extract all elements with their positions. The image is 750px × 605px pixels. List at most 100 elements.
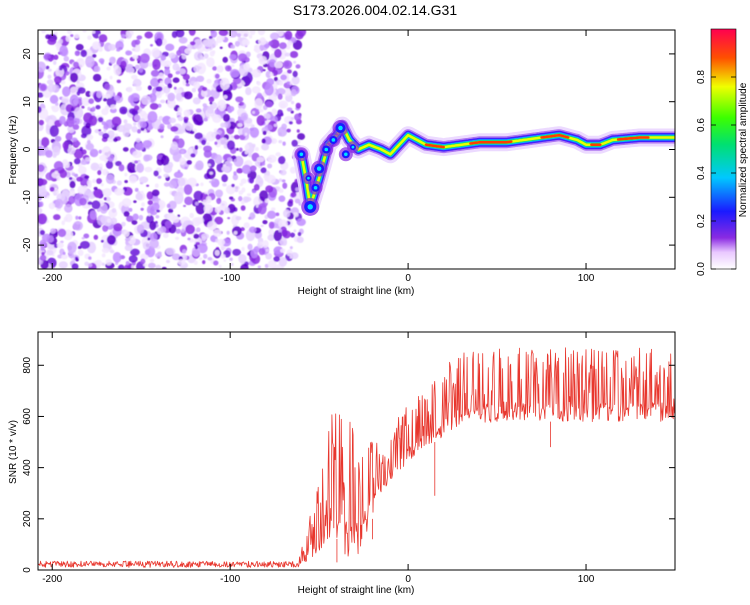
noise-blob <box>223 94 228 99</box>
noise-blob <box>71 172 76 176</box>
noise-blob <box>40 84 47 91</box>
noise-blob <box>235 147 239 151</box>
noise-blob <box>168 200 177 210</box>
noise-blob <box>59 115 66 125</box>
noise-blob <box>178 36 188 44</box>
noise-blob <box>230 262 234 267</box>
noise-blob <box>183 109 191 117</box>
noise-blob <box>195 75 205 83</box>
noise-blob <box>193 260 198 265</box>
noise-blob <box>191 246 201 257</box>
spectrogram-xtick-label: 0 <box>405 273 411 284</box>
noise-blob <box>237 53 248 62</box>
noise-blob <box>195 160 204 171</box>
ridge-peak-segment <box>540 133 570 139</box>
noise-blob <box>147 237 151 241</box>
noise-blob <box>51 105 60 113</box>
noise-blob <box>106 66 111 71</box>
noise-blob <box>193 81 201 89</box>
noise-blob <box>102 146 112 158</box>
noise-blob <box>93 234 99 240</box>
noise-blob <box>218 30 229 37</box>
snr-ytick-label: 0 <box>22 567 33 573</box>
noise-blob <box>248 153 253 158</box>
noise-blob <box>221 174 228 183</box>
noise-blob <box>194 132 203 140</box>
noise-blob <box>134 187 139 192</box>
noise-blob <box>138 67 144 73</box>
noise-blob <box>290 232 296 238</box>
noise-blob <box>229 69 240 78</box>
noise-blob <box>295 31 304 40</box>
noise-blob <box>187 237 191 241</box>
noise-blob <box>134 114 141 122</box>
noise-blob <box>100 215 108 224</box>
noise-blob <box>156 209 161 213</box>
noise-blob <box>58 261 68 269</box>
noise-blob <box>207 220 218 231</box>
noise-blob <box>218 264 222 268</box>
noise-blob <box>257 30 266 36</box>
noise-blob <box>76 91 81 96</box>
noise-blob <box>53 214 61 221</box>
noise-blob <box>87 201 93 206</box>
noise-blob <box>68 177 73 180</box>
noise-blob <box>180 62 184 67</box>
noise-blob <box>172 77 180 84</box>
noise-blob <box>184 166 188 170</box>
noise-blob <box>105 160 114 169</box>
noise-blob <box>80 241 90 249</box>
noise-blob <box>193 190 204 201</box>
onset-blob-core <box>307 176 310 180</box>
noise-blob <box>91 200 101 210</box>
spectrogram-ytick-label: 0 <box>22 146 33 152</box>
noise-blob <box>54 75 62 84</box>
noise-blob <box>48 202 56 210</box>
noise-blob <box>194 145 199 150</box>
noise-blob <box>214 154 223 165</box>
noise-blob <box>295 64 301 69</box>
noise-blob <box>217 238 226 246</box>
noise-blob <box>291 139 298 147</box>
noise-blob <box>134 105 140 111</box>
noise-blob <box>214 139 222 148</box>
noise-blob <box>153 170 159 177</box>
noise-blob <box>160 135 164 139</box>
frequency-ridge-track <box>292 116 675 216</box>
noise-blob <box>249 127 260 138</box>
noise-blob <box>258 248 266 256</box>
noise-blob <box>131 219 138 225</box>
ridge-peak-segment <box>424 143 445 149</box>
noise-blob <box>203 118 208 122</box>
noise-speckle-region <box>38 30 307 269</box>
noise-blob <box>39 239 47 248</box>
noise-blob <box>184 196 193 206</box>
noise-blob <box>105 173 115 185</box>
noise-blob <box>183 204 187 207</box>
noise-blob <box>61 98 69 104</box>
noise-blob <box>91 106 96 112</box>
noise-blob <box>262 69 266 72</box>
noise-blob <box>46 79 54 85</box>
noise-blob <box>213 260 219 266</box>
noise-blob <box>177 169 181 174</box>
noise-blob <box>163 182 170 187</box>
noise-blob <box>136 224 145 234</box>
noise-blob <box>176 138 185 149</box>
noise-blob <box>77 249 84 257</box>
noise-blob <box>106 234 116 245</box>
noise-blob <box>88 98 95 104</box>
noise-blob <box>165 247 176 256</box>
noise-blob <box>179 157 186 166</box>
noise-blob <box>205 195 212 204</box>
noise-blob <box>71 137 78 142</box>
noise-blob <box>252 143 256 148</box>
noise-blob <box>271 207 276 211</box>
noise-blob <box>236 168 244 174</box>
noise-blob <box>224 207 230 214</box>
noise-blob <box>248 34 253 39</box>
noise-blob <box>162 115 172 125</box>
noise-blob <box>195 227 201 233</box>
noise-blob <box>224 120 231 129</box>
noise-blob <box>278 257 288 267</box>
